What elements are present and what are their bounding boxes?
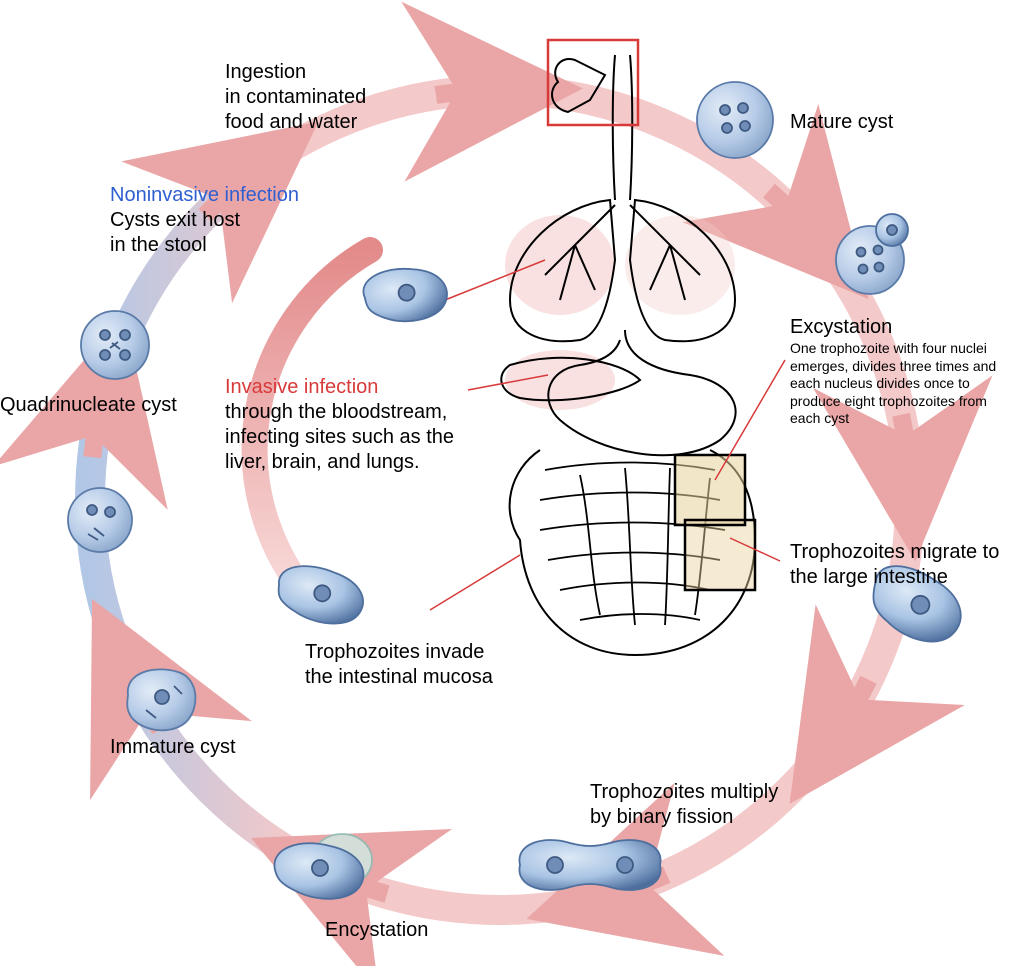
ingestion-label: Ingestion in contaminated food and water xyxy=(225,60,366,135)
noninvasive-label: Noninvasive infection Cysts exit host in… xyxy=(110,183,299,258)
encystation-label: Encystation xyxy=(325,918,428,943)
quadrinucleate-label: Quadrinucleate cyst xyxy=(0,393,177,418)
mature-cyst-icon xyxy=(697,82,773,158)
invade-mucosa-label: Trophozoites invade the intestinal mucos… xyxy=(305,640,493,690)
excystation-body: One trophozoite with four nuclei emerges… xyxy=(790,340,1015,428)
quadrinucleate-cyst-icon xyxy=(81,311,149,379)
lifecycle-diagram xyxy=(0,0,1024,966)
noninvasive-body: Cysts exit host in the stool xyxy=(110,208,299,258)
invasive-label: Invasive infection through the bloodstre… xyxy=(225,375,480,475)
immature-cyst-label: Immature cyst xyxy=(110,735,236,760)
invasive-trophozoite-lower-icon xyxy=(274,562,367,628)
multiply-label: Trophozoites multiply by binary fission xyxy=(590,780,778,830)
invasive-body: through the bloodstream, infecting sites… xyxy=(225,400,480,475)
noninvasive-title: Noninvasive infection xyxy=(110,183,299,208)
invasive-trophozoite-upper-icon xyxy=(360,261,450,329)
migrate-label: Trophozoites migrate to the large intest… xyxy=(790,540,1020,590)
excystation-label: Excystation One trophozoite with four nu… xyxy=(790,315,1015,428)
invasive-title: Invasive infection xyxy=(225,375,480,400)
excystation-title: Excystation xyxy=(790,315,1015,340)
mature-cyst-label: Mature cyst xyxy=(790,110,893,135)
excystation-icon xyxy=(836,214,908,294)
intermediate-cyst-icon xyxy=(68,488,132,552)
binary-fission-icon xyxy=(519,840,660,890)
immature-cyst-icon xyxy=(127,669,195,730)
